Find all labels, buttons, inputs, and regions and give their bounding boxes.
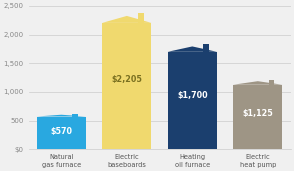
Bar — [138, 13, 143, 23]
Bar — [102, 23, 151, 149]
Bar — [72, 114, 78, 116]
Text: $570: $570 — [50, 127, 72, 136]
Text: $1,125: $1,125 — [243, 109, 273, 118]
Bar — [269, 80, 275, 85]
Bar — [37, 116, 86, 149]
Text: $1,700: $1,700 — [177, 91, 208, 100]
Bar — [203, 44, 209, 52]
Polygon shape — [102, 16, 151, 23]
Text: $2,205: $2,205 — [111, 75, 142, 84]
Bar — [233, 85, 282, 149]
Polygon shape — [168, 47, 217, 52]
Polygon shape — [37, 115, 86, 116]
Bar — [168, 52, 217, 149]
Polygon shape — [233, 81, 282, 85]
